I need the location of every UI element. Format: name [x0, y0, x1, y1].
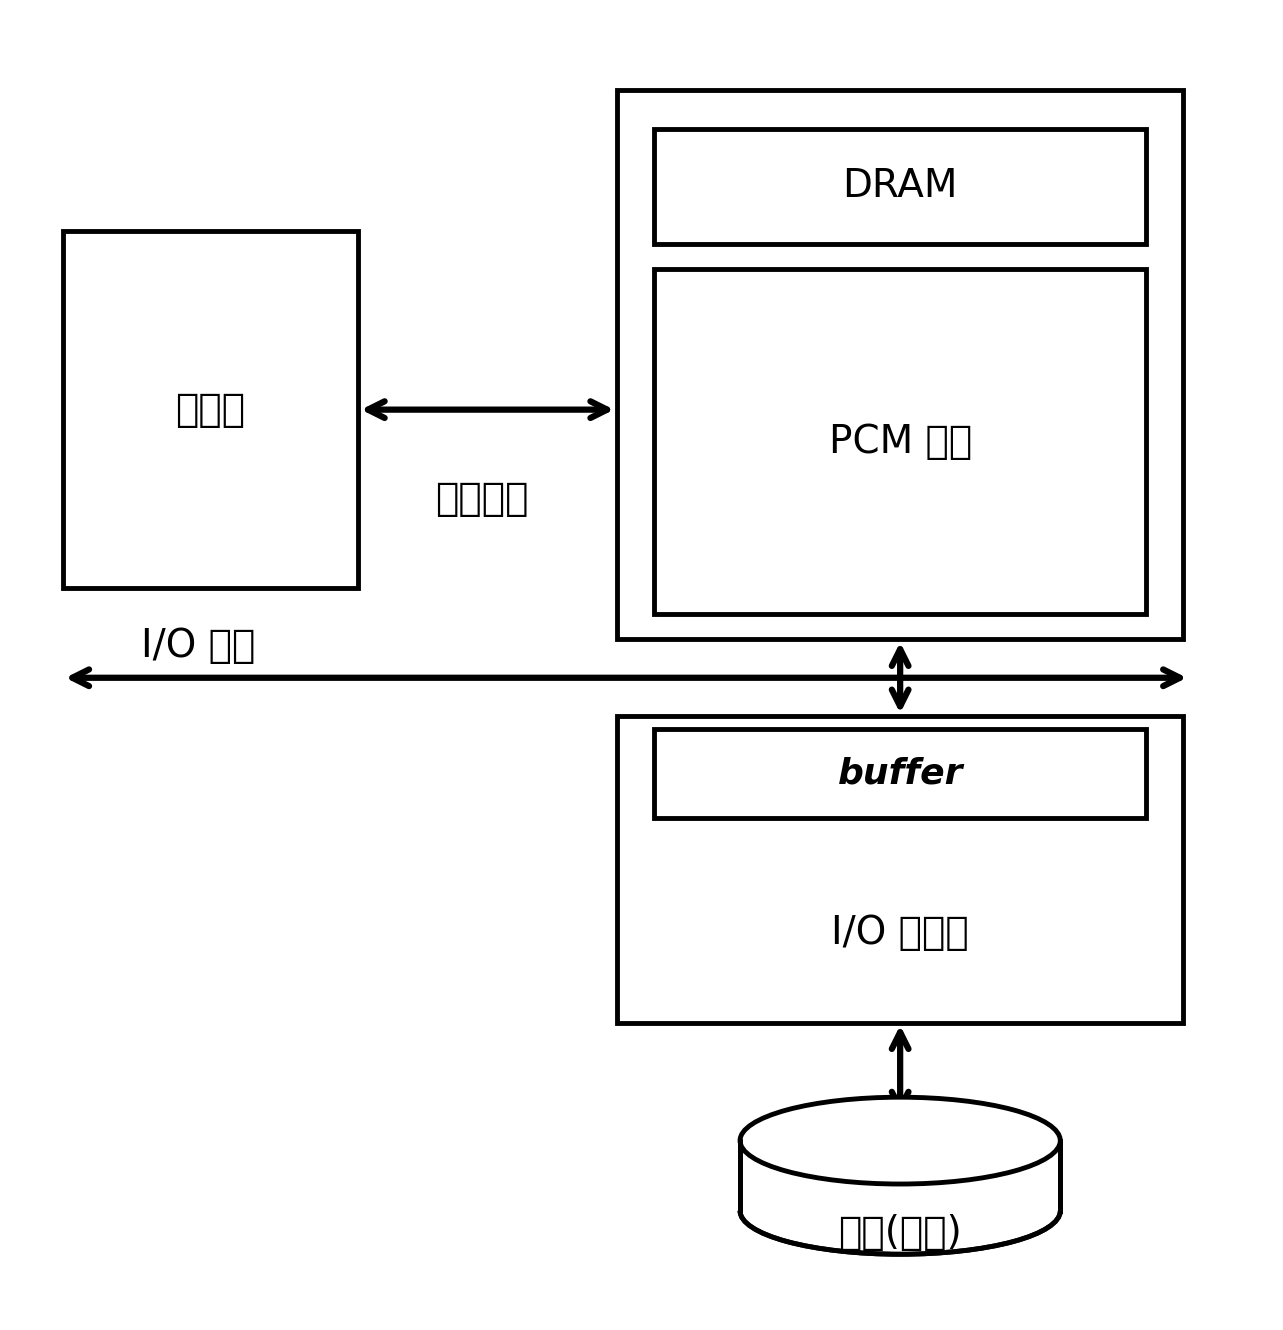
Polygon shape [617, 716, 1183, 1023]
Polygon shape [740, 1141, 1060, 1210]
Text: 内存总线: 内存总线 [435, 480, 529, 517]
Text: 外存(硬盘): 外存(硬盘) [838, 1214, 962, 1252]
Text: I/O 总线: I/O 总线 [141, 626, 255, 665]
Ellipse shape [740, 1097, 1060, 1184]
Polygon shape [654, 269, 1147, 614]
Polygon shape [63, 231, 358, 588]
Text: 处理器: 处理器 [176, 391, 245, 428]
Text: buffer: buffer [838, 757, 964, 790]
Text: DRAM: DRAM [843, 168, 958, 205]
Text: PCM 内存: PCM 内存 [829, 423, 971, 460]
Polygon shape [617, 90, 1183, 640]
Polygon shape [654, 729, 1147, 818]
Text: I/O 控制器: I/O 控制器 [831, 914, 969, 952]
Polygon shape [654, 129, 1147, 243]
